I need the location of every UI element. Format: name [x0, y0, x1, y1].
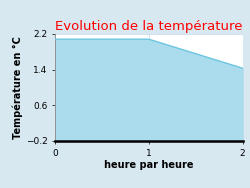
Title: Evolution de la température: Evolution de la température [55, 20, 242, 33]
Y-axis label: Température en °C: Température en °C [12, 36, 23, 139]
X-axis label: heure par heure: heure par heure [104, 160, 194, 170]
